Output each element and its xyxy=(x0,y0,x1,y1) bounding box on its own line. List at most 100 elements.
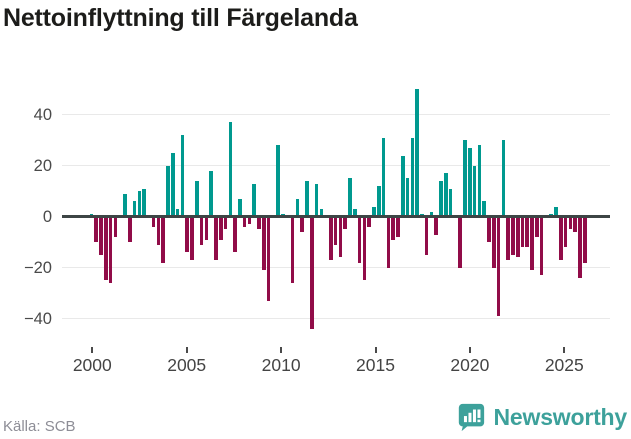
bar xyxy=(127,216,132,243)
bar xyxy=(194,181,199,217)
bar xyxy=(520,216,525,248)
x-axis-tick xyxy=(91,347,94,353)
bar xyxy=(233,216,237,253)
bar xyxy=(554,206,558,217)
bar xyxy=(199,216,204,245)
bar xyxy=(434,216,439,235)
bar xyxy=(372,206,376,217)
bar xyxy=(161,216,166,263)
bar xyxy=(506,216,510,261)
bar xyxy=(338,216,343,258)
bar xyxy=(214,216,218,261)
bar xyxy=(444,173,448,217)
bar xyxy=(103,216,108,281)
bar xyxy=(185,216,189,253)
bar xyxy=(343,216,348,230)
bar xyxy=(415,89,419,217)
newsworthy-wordmark: Newsworthy xyxy=(493,403,628,430)
grid-line xyxy=(62,165,610,167)
bar xyxy=(424,216,429,255)
bar xyxy=(247,216,252,225)
bar xyxy=(348,178,352,217)
bar xyxy=(367,216,371,227)
zero-axis-line xyxy=(62,215,610,219)
x-axis-tick xyxy=(185,347,188,353)
bar xyxy=(223,216,228,230)
bar xyxy=(410,137,415,217)
bar xyxy=(190,216,194,261)
bar xyxy=(530,216,534,271)
bar xyxy=(94,216,98,243)
bar xyxy=(405,178,410,217)
bar xyxy=(386,216,391,268)
x-axis-label: 2025 xyxy=(544,355,584,375)
bar xyxy=(209,170,213,217)
bar xyxy=(137,191,142,217)
x-axis-label: 2005 xyxy=(167,355,207,375)
grid-line xyxy=(62,267,610,269)
bar xyxy=(448,188,453,217)
x-axis-tick xyxy=(280,347,283,353)
bar xyxy=(487,216,491,243)
bar xyxy=(309,216,314,329)
bar xyxy=(305,181,309,217)
bar xyxy=(472,165,477,217)
bar xyxy=(123,193,127,217)
bar xyxy=(314,183,319,217)
bar xyxy=(559,216,563,261)
newsworthy-icon xyxy=(456,402,486,432)
bar xyxy=(463,140,467,217)
bar xyxy=(573,216,577,232)
bar xyxy=(290,216,295,283)
bar xyxy=(99,216,103,255)
y-axis-label: 0 xyxy=(42,207,52,226)
chart-title: Nettoinflyttning till Färgelanda xyxy=(3,4,358,32)
newsworthy-logo[interactable]: Newsworthy xyxy=(456,402,627,432)
bar xyxy=(151,216,156,227)
bar xyxy=(439,181,443,217)
bar xyxy=(535,216,539,238)
bar xyxy=(295,198,300,217)
y-axis-label: −20 xyxy=(24,258,52,277)
bar xyxy=(262,216,266,271)
x-axis-tick xyxy=(563,347,566,353)
x-axis-label: 2020 xyxy=(450,355,490,375)
x-axis-label: 2010 xyxy=(261,355,301,375)
bar xyxy=(477,145,482,217)
bar xyxy=(300,216,304,232)
bar xyxy=(228,122,233,217)
bar xyxy=(429,211,434,217)
bar xyxy=(482,201,486,217)
bar xyxy=(568,216,573,230)
bar xyxy=(396,216,400,238)
bar xyxy=(501,140,506,217)
bar xyxy=(563,216,568,248)
bar xyxy=(175,209,180,217)
bar xyxy=(333,216,338,245)
source-note: Källa: SCB xyxy=(3,418,76,435)
bar xyxy=(491,216,496,268)
x-axis-tick xyxy=(374,347,377,353)
bar xyxy=(582,216,587,263)
bar xyxy=(113,216,118,238)
bar xyxy=(319,209,324,217)
bar xyxy=(496,216,501,317)
bar xyxy=(391,216,395,240)
bar xyxy=(381,137,386,217)
bar xyxy=(204,216,209,240)
bar xyxy=(377,186,381,217)
bar xyxy=(166,165,170,217)
bar xyxy=(400,155,405,217)
x-axis-label: 2000 xyxy=(72,355,112,375)
grid-line xyxy=(62,114,610,116)
bar xyxy=(458,216,463,268)
bar xyxy=(329,216,333,261)
bar xyxy=(353,209,357,217)
bar xyxy=(357,216,362,263)
bar xyxy=(242,216,247,227)
bar xyxy=(257,216,261,230)
bar xyxy=(511,216,515,255)
bar xyxy=(180,135,185,217)
